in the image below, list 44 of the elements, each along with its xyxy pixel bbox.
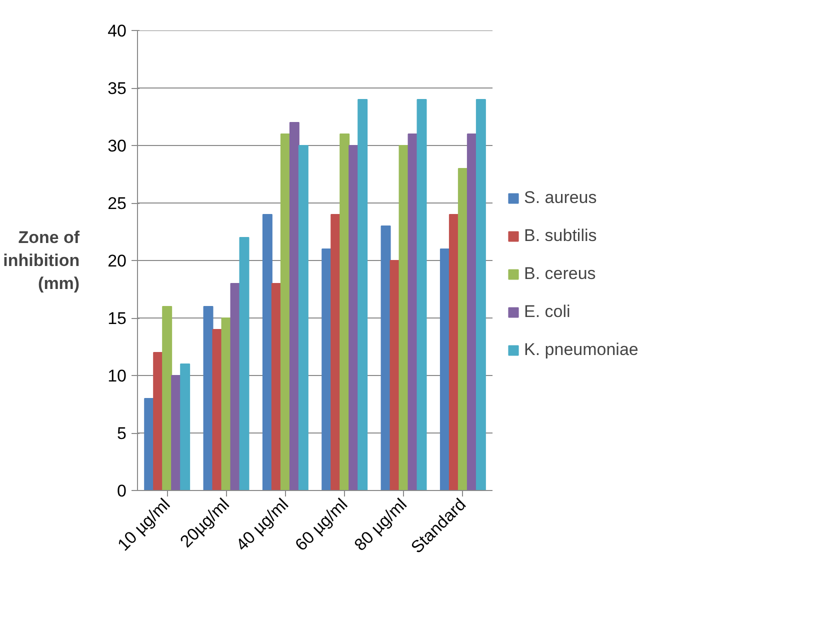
bar xyxy=(408,134,418,490)
y-tick-label: 30 xyxy=(108,136,127,156)
bar xyxy=(398,145,409,490)
bar xyxy=(271,283,282,490)
y-tick-label: 0 xyxy=(117,482,127,500)
bar xyxy=(380,226,391,490)
bar xyxy=(203,306,214,490)
bar xyxy=(212,329,222,490)
bar xyxy=(153,352,164,490)
y-tick-label: 5 xyxy=(117,424,127,443)
bar xyxy=(358,99,368,490)
legend-label: B. cereus xyxy=(524,264,596,284)
bar xyxy=(162,306,172,490)
y-tick-label: 15 xyxy=(108,309,127,328)
bar xyxy=(262,214,272,490)
y-tick-label: 35 xyxy=(108,79,127,98)
bar xyxy=(180,364,190,490)
y-tick-label: 40 xyxy=(108,22,127,40)
y-axis-title: Zone of inhibition (mm) xyxy=(3,228,80,293)
y-tick-label: 10 xyxy=(108,366,127,386)
bar xyxy=(440,248,450,490)
bar xyxy=(289,122,300,490)
bar xyxy=(171,375,182,490)
legend-label: K. pneumoniae xyxy=(524,340,638,360)
legend-label: B. subtilis xyxy=(524,226,597,246)
bar xyxy=(330,214,341,490)
bar xyxy=(322,248,332,490)
bar xyxy=(239,237,250,490)
bar xyxy=(476,99,486,490)
legend-label: S. aureus xyxy=(524,188,597,208)
bar xyxy=(280,134,290,490)
bar xyxy=(448,214,459,490)
bar xyxy=(458,168,468,490)
y-tick-label: 20 xyxy=(108,252,127,270)
bar xyxy=(340,134,350,490)
bar xyxy=(466,134,477,490)
legend-label: E. coli xyxy=(524,302,570,322)
bar xyxy=(298,145,308,490)
bar xyxy=(390,260,400,490)
y-tick-label: 25 xyxy=(108,194,127,213)
bar xyxy=(221,318,232,490)
bar xyxy=(416,99,427,490)
bar xyxy=(144,398,154,490)
bar xyxy=(348,145,359,490)
